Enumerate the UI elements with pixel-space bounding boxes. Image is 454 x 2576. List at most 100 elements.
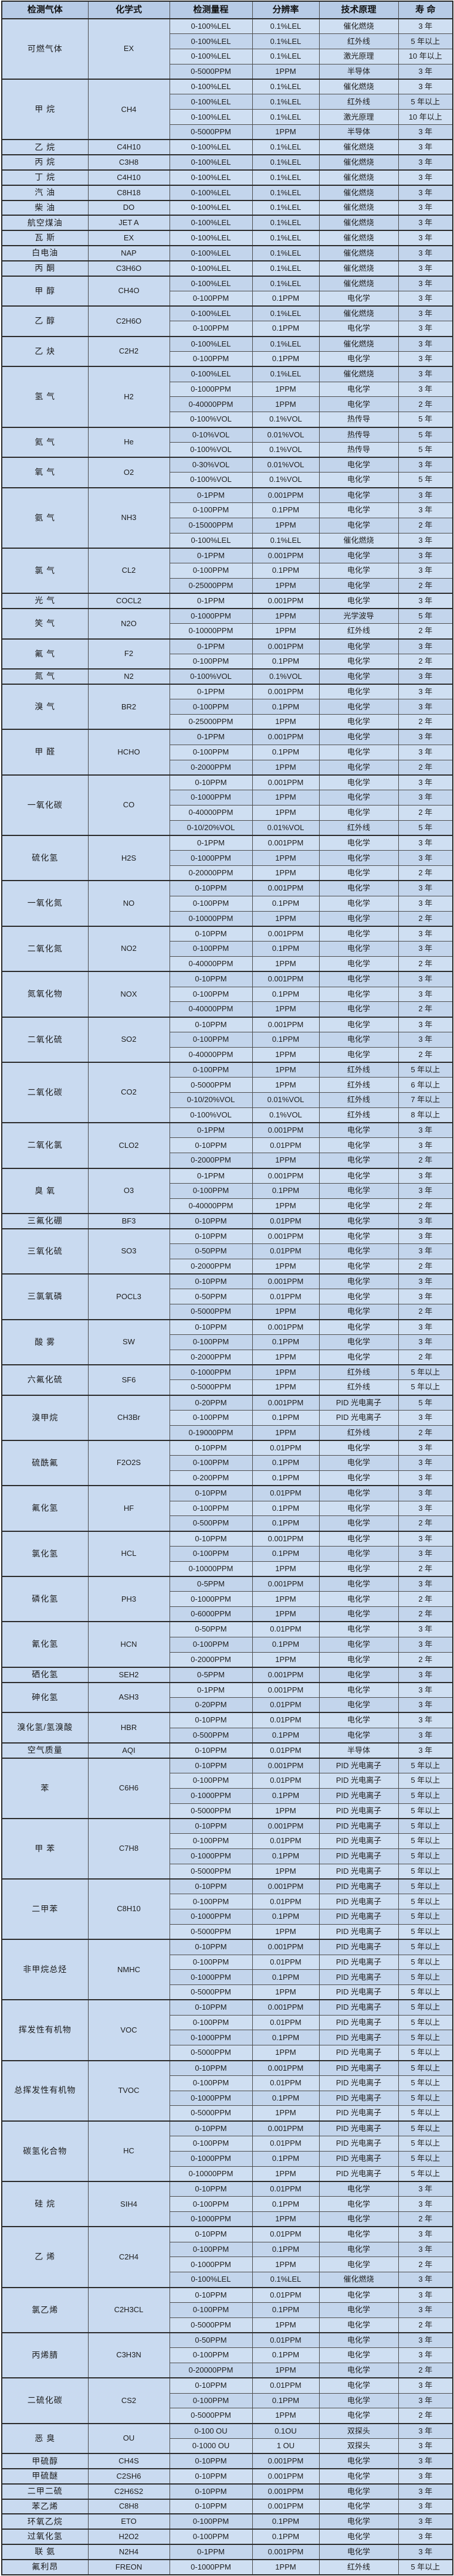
gas-name-cell: 甲 醛: [1, 729, 89, 776]
principle-cell: PID 光电离子: [319, 1863, 399, 1880]
principle-cell: PID 光电离子: [319, 2150, 399, 2167]
formula-cell: BR2: [87, 684, 170, 730]
gas-name-cell: 二氧化硫: [1, 1016, 89, 1063]
resolution-cell: 0.1PPM: [252, 2090, 320, 2106]
life-cell: 2 年: [398, 1349, 453, 1365]
formula-cell: NO: [87, 880, 170, 927]
life-cell: 3 年: [398, 502, 453, 518]
range-cell: 0-100%LEL: [169, 199, 253, 216]
table-row: 0-100PPM 0.01PPM PID 光电离子 5 年以上: [2, 1954, 453, 1970]
principle-cell: 电化学: [319, 1651, 399, 1668]
resolution-cell: 1PPM: [252, 623, 320, 640]
formula-cell: C2SH6: [87, 2468, 170, 2485]
life-cell: 3 年: [398, 1334, 453, 1350]
resolution-cell: 0.001PPM: [252, 1576, 320, 1592]
range-cell: 0-10PPM: [169, 2060, 253, 2076]
formula-cell: VOC: [87, 1999, 170, 2061]
table-row: 0-100%LEL 0.1%LEL 红外线 5 年以上: [2, 94, 453, 110]
table-row: 二氧化碳 CO2 0-100PPM 1PPM 红外线 5 年以上: [1, 1061, 453, 1123]
principle-cell: 电化学: [319, 804, 399, 821]
range-cell: 0-100PPM: [169, 502, 253, 518]
range-cell: 0-50PPM: [169, 1621, 253, 1637]
range-cell: 0-10PPM: [169, 1273, 253, 1290]
resolution-cell: 0.001PPM: [252, 729, 320, 745]
gas-name-cell: 磷化氢: [1, 1576, 89, 1622]
resolution-cell: 0.001PPM: [252, 2453, 320, 2469]
resolution-cell: 1PPM: [252, 2211, 320, 2227]
principle-cell: 电化学: [319, 2363, 399, 2378]
table-row: 0-100%VOL 0.1%VOL 红外线 8 年以上: [2, 1107, 453, 1123]
table-row: 二氧化硫 SO2 0-10PPM 0.001PPM 电化学 3 年: [1, 1016, 453, 1063]
resolution-cell: 0.1PPM: [252, 1636, 320, 1653]
resolution-cell: 0.1%VOL: [252, 441, 320, 458]
range-cell: 0-100PPM: [169, 2075, 253, 2091]
formula-cell: F2O2S: [87, 1439, 170, 1486]
resolution-cell: 0.01%VOL: [252, 426, 320, 443]
principle-cell: 半导体: [319, 124, 399, 140]
resolution-cell: 0.1PPM: [252, 1787, 320, 1804]
range-cell: 0-100PPM: [169, 1455, 253, 1471]
principle-cell: 电化学: [319, 1485, 399, 1501]
formula-cell: CH4: [87, 79, 170, 140]
life-cell: 5 年以上: [398, 1817, 453, 1834]
principle-cell: PID 光电离子: [319, 2090, 399, 2106]
table-row: 三氟化硼 BF3 0-10PPM 0.01PPM 电化学 3 年: [1, 1212, 453, 1229]
life-cell: 5 年以上: [398, 1984, 453, 2000]
range-cell: 0-1000PPM: [169, 1787, 253, 1804]
table-row: 0-1000PPM 0.1PPM PID 光电离子 5 年以上: [2, 2030, 453, 2046]
principle-cell: 电化学: [319, 744, 399, 760]
range-cell: 0-50PPM: [169, 1289, 253, 1305]
table-row: 二氧化氮 NO2 0-10PPM 0.001PPM 电化学 3 年: [1, 925, 453, 972]
table-row: 二氧化氯 CLO2 0-1PPM 0.001PPM 电化学 3 年: [1, 1122, 453, 1169]
life-cell: 5 年以上: [398, 1878, 453, 1895]
range-cell: 0-100%VOL: [169, 412, 253, 428]
principle-cell: 电化学: [319, 1137, 399, 1154]
formula-cell: POCL3: [87, 1273, 170, 1320]
formula-cell: CL2: [87, 547, 170, 594]
resolution-cell: 0.001PPM: [252, 1228, 320, 1245]
resolution-cell: 0.1PPM: [252, 1470, 320, 1486]
principle-cell: 电化学: [319, 2196, 399, 2213]
table-row: 丙烯腈 C3H3N 0-50PPM 0.01PPM 电化学 3 年: [1, 2332, 453, 2378]
principle-cell: PID 光电离子: [319, 2060, 399, 2076]
range-cell: 0-1PPM: [169, 1122, 253, 1139]
resolution-cell: 1PPM: [252, 1984, 320, 2000]
life-cell: 3 年: [398, 744, 453, 760]
range-cell: 0-100%LEL: [169, 33, 253, 50]
range-cell: 0-40000PPM: [169, 1001, 253, 1018]
resolution-cell: 1PPM: [252, 577, 320, 594]
table-row: 溴 气 BR2 0-1PPM 0.001PPM 电化学 3 年: [1, 684, 453, 730]
table-row: 甲 醛 HCHO 0-1PPM 0.001PPM 电化学 3 年: [1, 729, 453, 776]
gas-name-cell: 白电油: [1, 244, 89, 261]
resolution-cell: 0.1PPM: [252, 699, 320, 715]
resolution-cell: 0.1%LEL: [252, 2272, 320, 2288]
life-cell: 2 年: [398, 956, 453, 972]
range-cell: 0-10PPM: [169, 1878, 253, 1895]
range-cell: 0-5000PPM: [169, 2045, 253, 2061]
formula-cell: FREON: [87, 2558, 170, 2575]
resolution-cell: 0.1PPM: [252, 1455, 320, 1471]
table-row: 硅 烷 SIH4 0-10PPM 0.01PPM 电化学 3 年: [1, 2180, 453, 2227]
life-cell: 3 年: [398, 305, 453, 322]
principle-cell: 催化燃烧: [319, 275, 399, 291]
formula-cell: CH4S: [87, 2453, 170, 2469]
range-cell: 0-10PPM: [169, 880, 253, 896]
resolution-cell: 0.001PPM: [252, 2544, 320, 2560]
formula-cell: NMHC: [87, 1939, 170, 2000]
formula-cell: ASH3: [87, 1681, 170, 1713]
range-cell: 0-10PPM: [169, 2468, 253, 2485]
resolution-cell: 0.1PPM: [252, 290, 320, 307]
principle-cell: PID 光电离子: [319, 1817, 399, 1834]
column-header: 化学式: [87, 1, 170, 19]
life-cell: 3 年: [398, 668, 453, 685]
resolution-cell: 0.01PPM: [252, 1137, 320, 1154]
range-cell: 0-100PPM: [169, 1894, 253, 1910]
formula-cell: EX: [87, 18, 170, 80]
principle-cell: 催化燃烧: [319, 366, 399, 382]
range-cell: 0-1PPM: [169, 487, 253, 503]
principle-cell: PID 光电离子: [319, 1787, 399, 1804]
range-cell: 0-100PPM: [169, 1182, 253, 1199]
life-cell: 3 年: [398, 2468, 453, 2485]
resolution-cell: 0.01PPM: [252, 1954, 320, 1970]
life-cell: 3 年: [398, 290, 453, 307]
